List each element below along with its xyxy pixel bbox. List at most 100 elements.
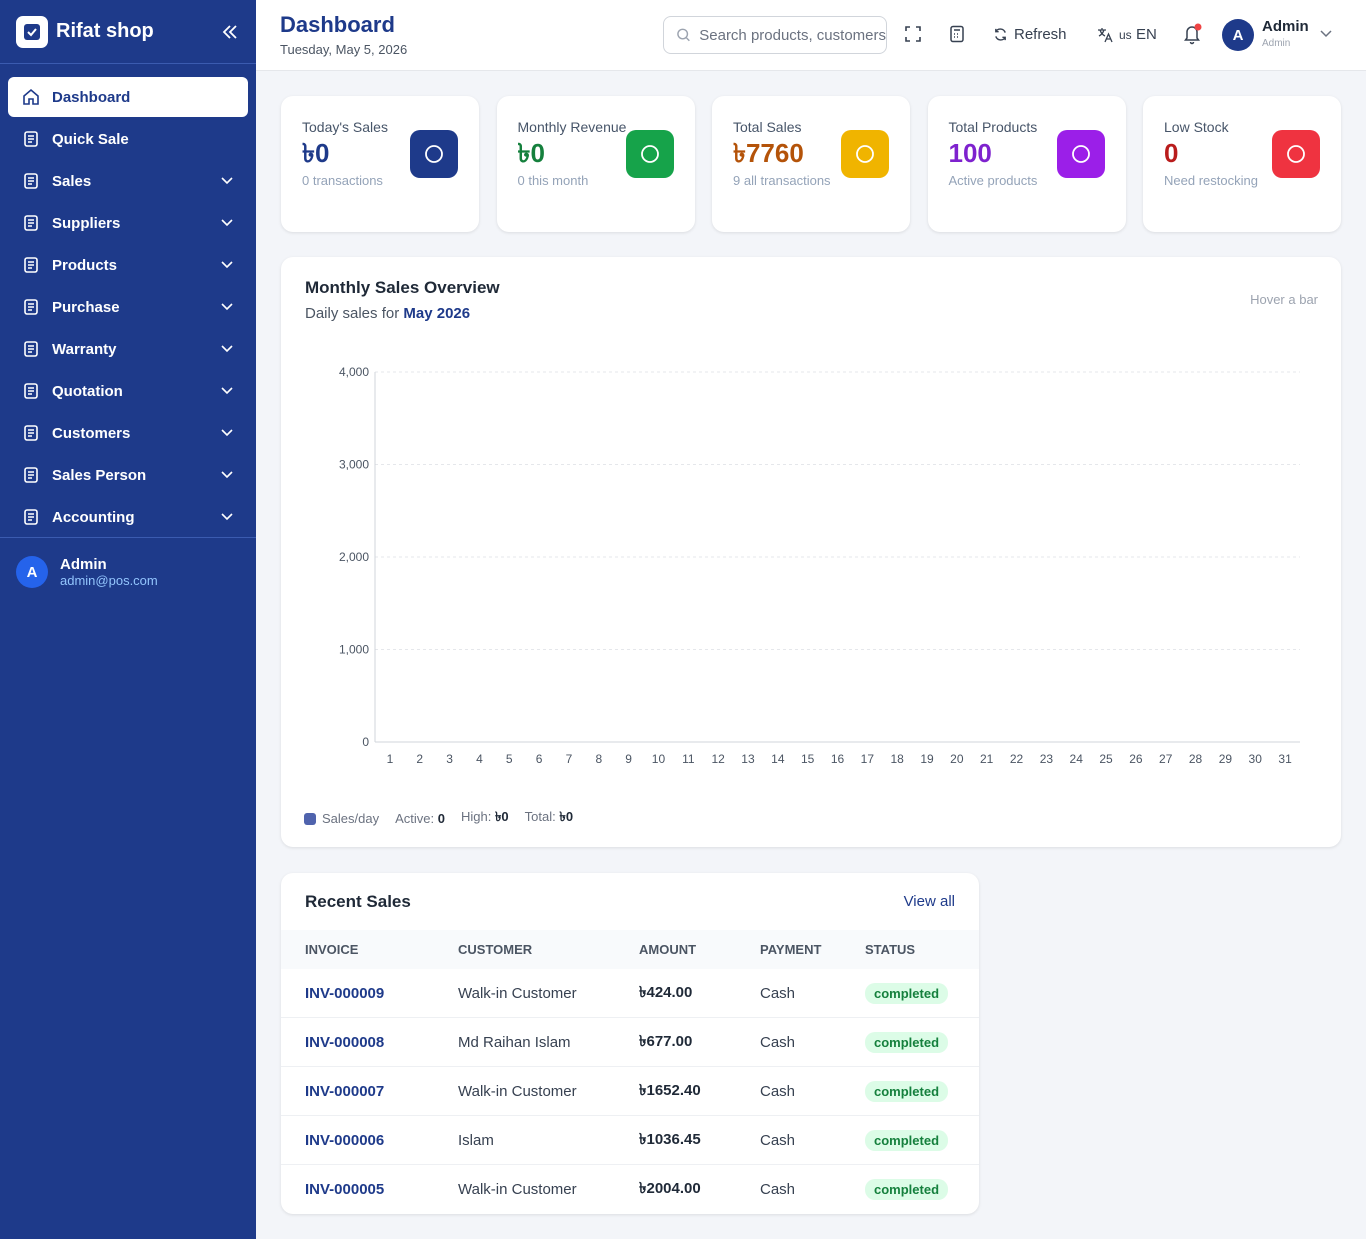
- menu-item[interactable]: Quotation: [8, 371, 248, 411]
- invoice-link[interactable]: INV-000007: [305, 1082, 385, 1100]
- language-flag: us: [1119, 28, 1132, 42]
- legend-label: Sales/day: [322, 811, 380, 826]
- stat-card: Today's Sales ৳0 0 transactions: [281, 96, 479, 232]
- page-date: Tuesday, May 5, 2026: [280, 42, 408, 57]
- stat-value: ৳0: [517, 138, 545, 168]
- chevron-shape: [221, 429, 233, 437]
- invoice-link[interactable]: INV-000006: [305, 1131, 385, 1149]
- stat-note: 9 all transactions: [733, 173, 831, 188]
- stat-card: Monthly Revenue ৳0 0 this month: [496, 96, 695, 232]
- stat-note: 0 this month: [517, 173, 589, 188]
- status-badge: completed: [865, 1129, 949, 1151]
- x-tick-label: 9: [625, 752, 632, 766]
- stat-title: Total Sales: [733, 119, 802, 135]
- stat-title: Monthly Revenue: [517, 119, 627, 135]
- menu-label: Dashboard: [52, 88, 131, 106]
- menu-label: Quick Sale: [52, 130, 129, 148]
- table-cell: Md Raihan Islam: [458, 1033, 571, 1051]
- stat-icon: [1056, 130, 1105, 178]
- menu-item[interactable]: Suppliers: [8, 203, 248, 243]
- table-cell: Cash: [760, 1082, 796, 1100]
- icon-shape: [28, 429, 34, 437]
- menu-item[interactable]: Products: [8, 245, 248, 285]
- menu-item[interactable]: Quick Sale: [8, 119, 248, 159]
- stat-icon-glyph: [1071, 145, 1090, 163]
- chart: Monthly Sales Overview Daily sales for M…: [305, 278, 1319, 766]
- page-title: Dashboard: [280, 12, 395, 37]
- view-all-link[interactable]: View all: [903, 893, 955, 910]
- stat-title: Total Products: [948, 119, 1038, 135]
- menu-label: Customers: [52, 424, 131, 442]
- recent-sales-header: Recent Sales View all: [281, 873, 979, 930]
- chart-subtitle-period: May 2026: [403, 305, 470, 322]
- x-tick-label: 7: [566, 752, 573, 766]
- notification-button[interactable]: [1183, 23, 1203, 45]
- x-tick-label: 3: [446, 752, 453, 766]
- stat-icon-glyph: [1287, 145, 1305, 163]
- header-avatar[interactable]: A: [1222, 19, 1254, 51]
- menu-item[interactable]: Dashboard: [8, 77, 248, 117]
- icon-shape: [28, 177, 34, 185]
- chart-stat: Total: ৳0: [525, 808, 573, 829]
- chevron-shape: [221, 219, 233, 227]
- x-tick-label: 26: [1129, 752, 1143, 766]
- invoice-link[interactable]: INV-000008: [305, 1033, 385, 1051]
- stat-title: Low Stock: [1164, 119, 1229, 135]
- menu-item[interactable]: Sales Person: [8, 455, 248, 495]
- menu-icon: [24, 173, 38, 189]
- chevron-shape: [221, 387, 233, 395]
- invoice-link[interactable]: INV-000005: [305, 1181, 385, 1198]
- table-cell: ৳1036.45: [639, 1130, 701, 1148]
- search-icon: [677, 28, 690, 42]
- y-tick-label: 0: [362, 735, 369, 749]
- x-tick-label: 4: [476, 752, 483, 766]
- collapse-button[interactable]: [220, 22, 240, 42]
- icon-shape: [28, 513, 34, 521]
- status-cell: completed: [865, 1179, 979, 1200]
- menu-item[interactable]: Customers: [8, 413, 248, 453]
- recent-sales: Recent Sales View all INVOICE CUSTOMER AMO…: [281, 873, 979, 1214]
- brand-name: Rifat shop: [56, 20, 154, 42]
- menu-chevron: [221, 387, 233, 395]
- search-box[interactable]: Search products, customers: [663, 16, 887, 54]
- column-header: INVOICE: [305, 942, 359, 957]
- menu-item[interactable]: Purchase: [8, 287, 248, 327]
- x-tick-label: 22: [1010, 752, 1024, 766]
- x-tick-label: 25: [1099, 752, 1113, 766]
- menu-item[interactable]: Sales: [8, 161, 248, 201]
- glyph-shape: [640, 145, 659, 163]
- status-badge: completed: [865, 1031, 949, 1053]
- menu-chevron: [221, 261, 233, 269]
- status-badge: completed: [865, 982, 949, 1004]
- icon-shape: [24, 467, 38, 483]
- icon-shape: [24, 173, 38, 189]
- menu-label: Suppliers: [52, 214, 121, 232]
- refresh-button[interactable]: Refresh: [1014, 26, 1067, 43]
- user-menu-chevron[interactable]: [1319, 29, 1333, 39]
- menu-item[interactable]: Warranty: [8, 329, 248, 369]
- x-tick-label: 27: [1159, 752, 1173, 766]
- menu-label: Sales Person: [52, 466, 147, 484]
- calculator-button[interactable]: [948, 25, 966, 43]
- fullscreen-button[interactable]: [904, 25, 922, 43]
- icon-shape: [28, 303, 34, 311]
- menu-item[interactable]: Accounting: [8, 497, 248, 537]
- stat-icon: [841, 130, 889, 178]
- menu-icon: [24, 425, 38, 441]
- table-cell: Islam: [458, 1131, 494, 1149]
- x-tick-label: 5: [506, 752, 513, 766]
- invoice-link[interactable]: INV-000009: [305, 984, 385, 1002]
- avatar: A: [16, 556, 48, 588]
- chart-subtitle: Daily sales for May 2026: [305, 305, 470, 322]
- x-tick-label: 23: [1040, 752, 1054, 766]
- icon-shape: [24, 341, 38, 357]
- menu-chevron: [221, 345, 233, 353]
- chart-hint: Hover a bar: [1250, 292, 1319, 307]
- glyph-shape: [1287, 145, 1305, 163]
- x-tick-label: 10: [652, 752, 666, 766]
- language-button[interactable]: EN: [1136, 26, 1157, 43]
- glyph-shape: [425, 145, 443, 163]
- icon-shape: [24, 131, 38, 147]
- y-tick-label: 2,000: [339, 550, 369, 564]
- icon-shape: [28, 261, 34, 269]
